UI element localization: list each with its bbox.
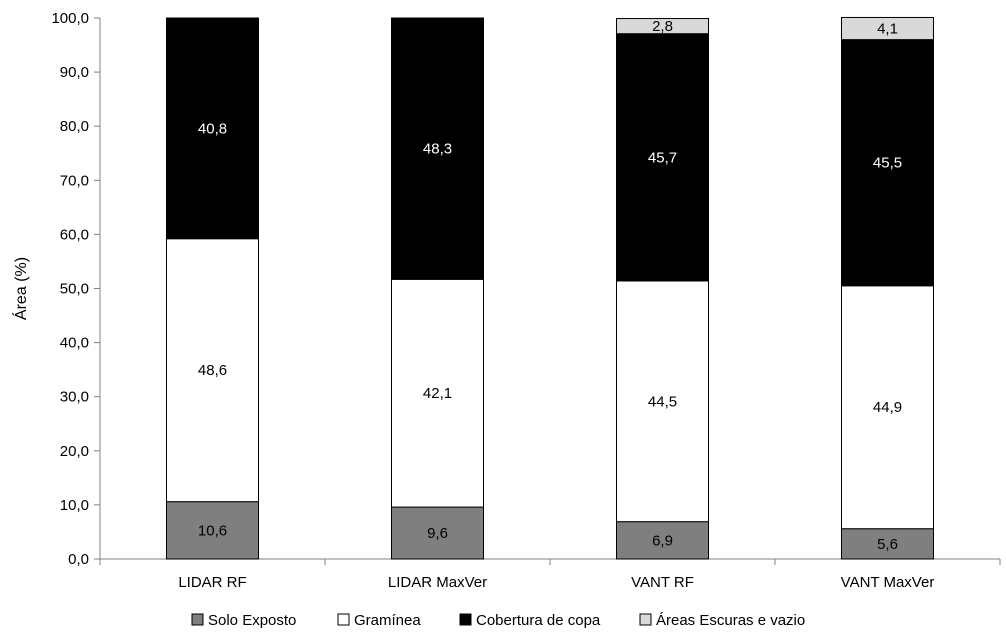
legend-swatch: [191, 613, 204, 626]
data-label: 42,1: [423, 385, 452, 402]
data-label: 9,6: [427, 525, 448, 542]
bar-segment: [616, 521, 709, 560]
bar-segment: [166, 238, 259, 503]
bar-segment: [616, 33, 709, 282]
bar-segment: [391, 17, 484, 280]
bar-segment: [166, 17, 259, 240]
legend-label: Gramínea: [354, 612, 421, 629]
data-label: 6,9: [652, 532, 673, 549]
bar-segment: [841, 16, 934, 41]
data-label: 48,3: [423, 141, 452, 158]
data-label: 40,8: [198, 120, 227, 137]
axes: 0,0 10,0 20,0 30,0 40,0 50,0 60,0 70,0 80,0 90,0 1…: [51, 10, 1001, 591]
bar-segment: [391, 506, 484, 560]
legend-swatch: [639, 613, 652, 626]
y-tick-label: 50,0: [60, 281, 89, 298]
bar-segment: [391, 278, 484, 508]
data-label: 44,9: [873, 399, 902, 416]
y-tick-label: 0,0: [68, 551, 89, 568]
legend-swatch: [459, 613, 472, 626]
legend-swatch: [337, 613, 350, 626]
y-tick-label: 80,0: [60, 118, 89, 135]
bar-segment: [841, 285, 934, 530]
data-label: 45,5: [873, 155, 902, 172]
data-label: 48,6: [198, 362, 227, 379]
data-label: 45,7: [648, 149, 677, 166]
legend-label: Áreas Escuras e vazio: [656, 612, 805, 629]
bar-segment: [616, 280, 709, 523]
legend: Solo Exposto Gramínea Cobertura de copa Áre…: [191, 612, 805, 629]
bar-segment: [616, 18, 709, 35]
data-label: 4,1: [877, 21, 898, 38]
y-tick-label: 30,0: [60, 389, 89, 406]
data-label: 2,8: [652, 18, 673, 35]
x-category-label: VANT RF: [631, 574, 694, 591]
y-tick-label: 10,0: [60, 497, 89, 514]
y-axis-label: Área (%): [11, 257, 30, 320]
x-category-label: VANT MaxVer: [841, 574, 935, 591]
bar-segment: [841, 39, 934, 287]
legend-label: Cobertura de copa: [476, 612, 601, 629]
data-labels: 10,6 48,6 40,8 9,6 42,1 48,3 6,9 44,5 45,7 2,8 5,6…: [198, 18, 902, 553]
y-tick-label: 40,0: [60, 335, 89, 352]
y-tick-label: 20,0: [60, 443, 89, 460]
legend-label: Solo Exposto: [208, 612, 296, 629]
y-tick-label: 100,0: [51, 10, 89, 27]
y-tick-label: 70,0: [60, 172, 89, 189]
data-label: 44,5: [648, 393, 677, 410]
bars: [166, 16, 934, 560]
y-tick-label: 90,0: [60, 64, 89, 81]
data-label: 10,6: [198, 522, 227, 539]
x-category-label: LIDAR RF: [178, 574, 246, 591]
data-label: 5,6: [877, 536, 898, 553]
y-tick-label: 60,0: [60, 226, 89, 243]
x-category-label: LIDAR MaxVer: [388, 574, 487, 591]
